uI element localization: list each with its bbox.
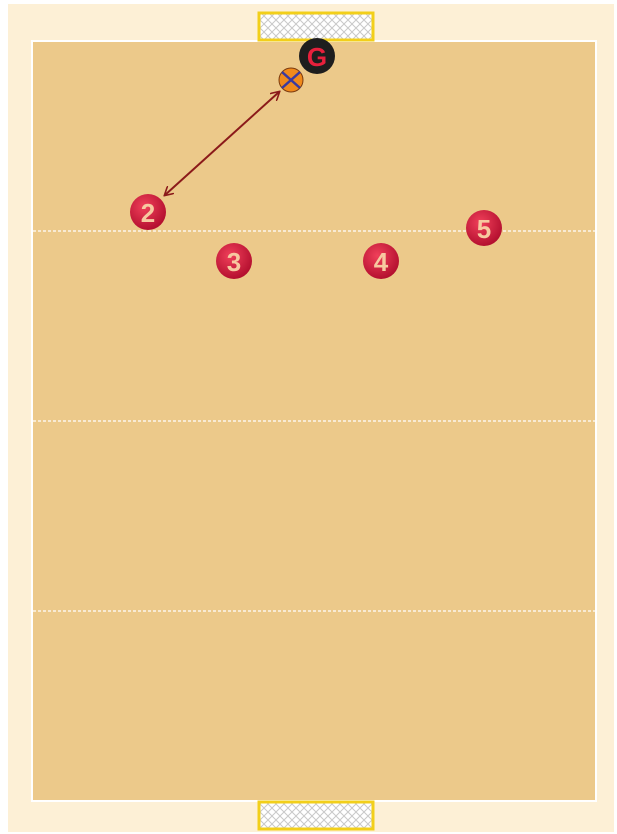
- player-label: 2: [141, 198, 155, 228]
- player-3: 3: [216, 243, 252, 279]
- player-4: 4: [363, 243, 399, 279]
- player-label: 4: [374, 247, 389, 277]
- goal-bottom: [257, 800, 375, 831]
- player-label: 3: [227, 247, 241, 277]
- ball: [278, 67, 304, 93]
- player-label: 5: [477, 214, 491, 244]
- pass-arrow: [165, 92, 279, 195]
- player-g: G: [299, 38, 335, 74]
- goal-top: [257, 11, 375, 42]
- player-5: 5: [466, 210, 502, 246]
- player-2: 2: [130, 194, 166, 230]
- player-label: G: [307, 42, 327, 72]
- court-lines: [33, 230, 595, 612]
